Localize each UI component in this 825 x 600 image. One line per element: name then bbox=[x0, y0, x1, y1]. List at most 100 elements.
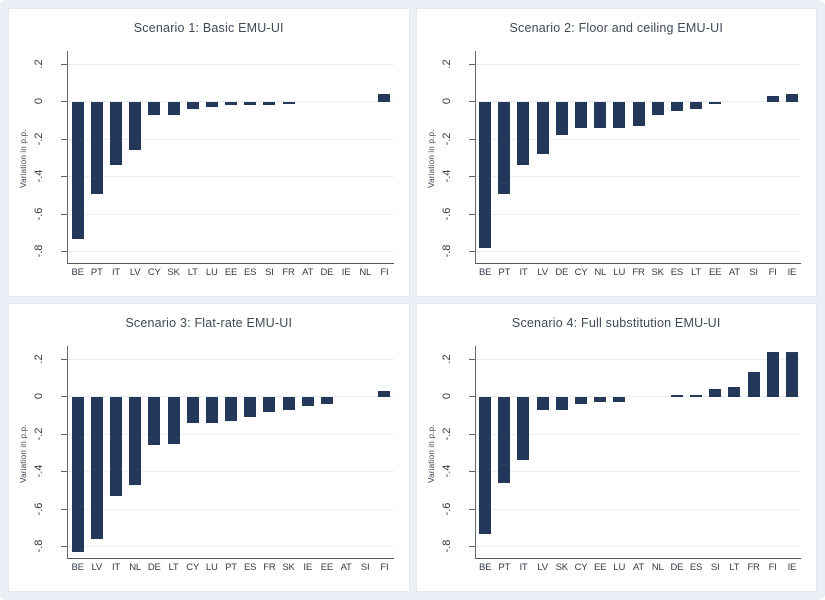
bar-lv bbox=[129, 101, 142, 151]
y-gridline bbox=[68, 64, 394, 65]
bar-cy bbox=[186, 396, 199, 423]
x-tick-label-si: SI bbox=[265, 267, 274, 278]
bar-es bbox=[690, 394, 702, 397]
bar-lu bbox=[205, 101, 218, 108]
bar-lu bbox=[613, 101, 626, 128]
y-gridline bbox=[475, 396, 801, 397]
bar-lt bbox=[690, 101, 702, 110]
bar-it bbox=[517, 396, 530, 461]
x-tick-label-sk: SK bbox=[651, 267, 664, 278]
bar-sk bbox=[555, 396, 568, 410]
y-tick-mark bbox=[61, 176, 67, 177]
x-tick-label-ee: EE bbox=[320, 562, 334, 573]
y-tick-mark bbox=[468, 509, 475, 510]
bar-de bbox=[670, 394, 683, 397]
x-tick-label-cy: CY bbox=[147, 267, 161, 278]
bar-sk bbox=[167, 101, 180, 115]
bar-be bbox=[71, 396, 84, 553]
bar-fr bbox=[263, 396, 276, 412]
y-gridline bbox=[475, 101, 801, 102]
bar-lt bbox=[167, 396, 180, 444]
x-tick-label-be: BE bbox=[71, 562, 84, 573]
bar-it bbox=[109, 101, 122, 166]
y-gridline bbox=[68, 214, 394, 215]
x-tick-label-lt: LT bbox=[690, 267, 701, 278]
x-tick-label-at: AT bbox=[632, 562, 644, 573]
bar-lt bbox=[728, 387, 741, 397]
y-tick-mark bbox=[61, 359, 67, 360]
x-tick-label-fi: FI bbox=[380, 562, 389, 573]
bar-ee bbox=[320, 396, 333, 405]
bar-fr bbox=[632, 101, 645, 127]
y-tick-label: -.6 bbox=[33, 502, 45, 516]
bar-ie bbox=[785, 94, 798, 102]
y-tick-mark bbox=[61, 434, 67, 435]
bar-fr bbox=[282, 101, 295, 104]
y-gridline bbox=[475, 214, 801, 215]
x-tick-label-de: DE bbox=[670, 562, 684, 573]
y-gridline bbox=[68, 251, 394, 252]
y-tick-label: .2 bbox=[440, 59, 453, 69]
y-tick-mark bbox=[468, 251, 475, 252]
y-tick-mark bbox=[61, 546, 67, 547]
y-gridline bbox=[68, 509, 394, 510]
x-tick-label-lu: LU bbox=[613, 267, 626, 278]
bar-ie bbox=[785, 351, 798, 397]
bar-fi bbox=[766, 351, 779, 397]
x-tick-label-fr: FR bbox=[632, 267, 645, 278]
x-tick-label-at: AT bbox=[340, 562, 352, 573]
bar-fi bbox=[378, 94, 391, 102]
y-gridline bbox=[68, 471, 394, 472]
bar-sk bbox=[651, 101, 664, 115]
y-gridline bbox=[475, 546, 801, 547]
y-axis-title: Variation in p.p. bbox=[425, 424, 436, 483]
bar-es bbox=[670, 101, 683, 112]
y-tick-mark bbox=[468, 471, 475, 472]
y-tick-mark bbox=[61, 471, 67, 472]
x-tick-label-si: SI bbox=[749, 267, 758, 278]
x-tick-label-de: DE bbox=[320, 267, 334, 278]
bar-nl bbox=[129, 396, 142, 485]
y-tick-mark bbox=[468, 396, 475, 397]
bar-it bbox=[109, 396, 122, 497]
bar-fi bbox=[378, 391, 391, 397]
x-tick-label-lt: LT bbox=[187, 267, 198, 278]
y-tick-label: -.2 bbox=[440, 427, 453, 441]
y-gridline bbox=[475, 434, 801, 435]
x-tick-label-lt: LT bbox=[729, 562, 740, 573]
y-tick-mark bbox=[61, 509, 67, 510]
bar-lu bbox=[613, 396, 626, 403]
y-axis-title: Variation in p.p. bbox=[425, 129, 436, 188]
x-tick-label-lu: LU bbox=[613, 562, 626, 573]
x-tick-label-fi: FI bbox=[768, 562, 777, 573]
plot-area: .2 0 -.2 -.4 -.6 -.8 BE PT IT LV DE CY NL LU FR SK ES LT E… bbox=[441, 51, 801, 278]
x-tick-label-es: ES bbox=[689, 562, 703, 573]
x-tick-label-es: ES bbox=[244, 267, 257, 278]
x-tick-label-lt: LT bbox=[168, 562, 179, 573]
x-tick-label-it: IT bbox=[519, 267, 528, 278]
y-tick-mark bbox=[468, 139, 475, 140]
panel-title: Scenario 1: Basic EMU-UI bbox=[133, 21, 284, 35]
bar-be bbox=[71, 101, 84, 239]
x-tick-label-lv: LV bbox=[91, 562, 103, 573]
y-gridline bbox=[475, 251, 801, 252]
bar-ee bbox=[225, 101, 237, 106]
y-tick-mark bbox=[61, 101, 67, 102]
y-tick-label: -.4 bbox=[33, 169, 45, 183]
bar-pt bbox=[225, 396, 237, 422]
x-tick-label-cy: CY bbox=[574, 562, 588, 573]
bar-cy bbox=[148, 101, 161, 115]
y-tick-label: .2 bbox=[33, 354, 45, 364]
bar-si bbox=[263, 101, 276, 106]
bar-be bbox=[479, 396, 492, 534]
x-tick-label-si: SI bbox=[360, 562, 370, 573]
plot-area: .2 0 -.2 -.4 -.6 -.8 BE LV IT NL DE LT CY LU PT ES FR SK I… bbox=[33, 346, 394, 573]
y-gridline bbox=[475, 176, 801, 177]
x-tick-label-nl: NL bbox=[359, 267, 372, 278]
x-tick-label-fr: FR bbox=[282, 267, 295, 278]
bar-es bbox=[244, 101, 257, 106]
x-tick-label-si: SI bbox=[710, 562, 720, 573]
x-tick-label-it: IT bbox=[111, 562, 120, 573]
bar-es bbox=[244, 396, 257, 418]
y-tick-mark bbox=[468, 64, 475, 65]
